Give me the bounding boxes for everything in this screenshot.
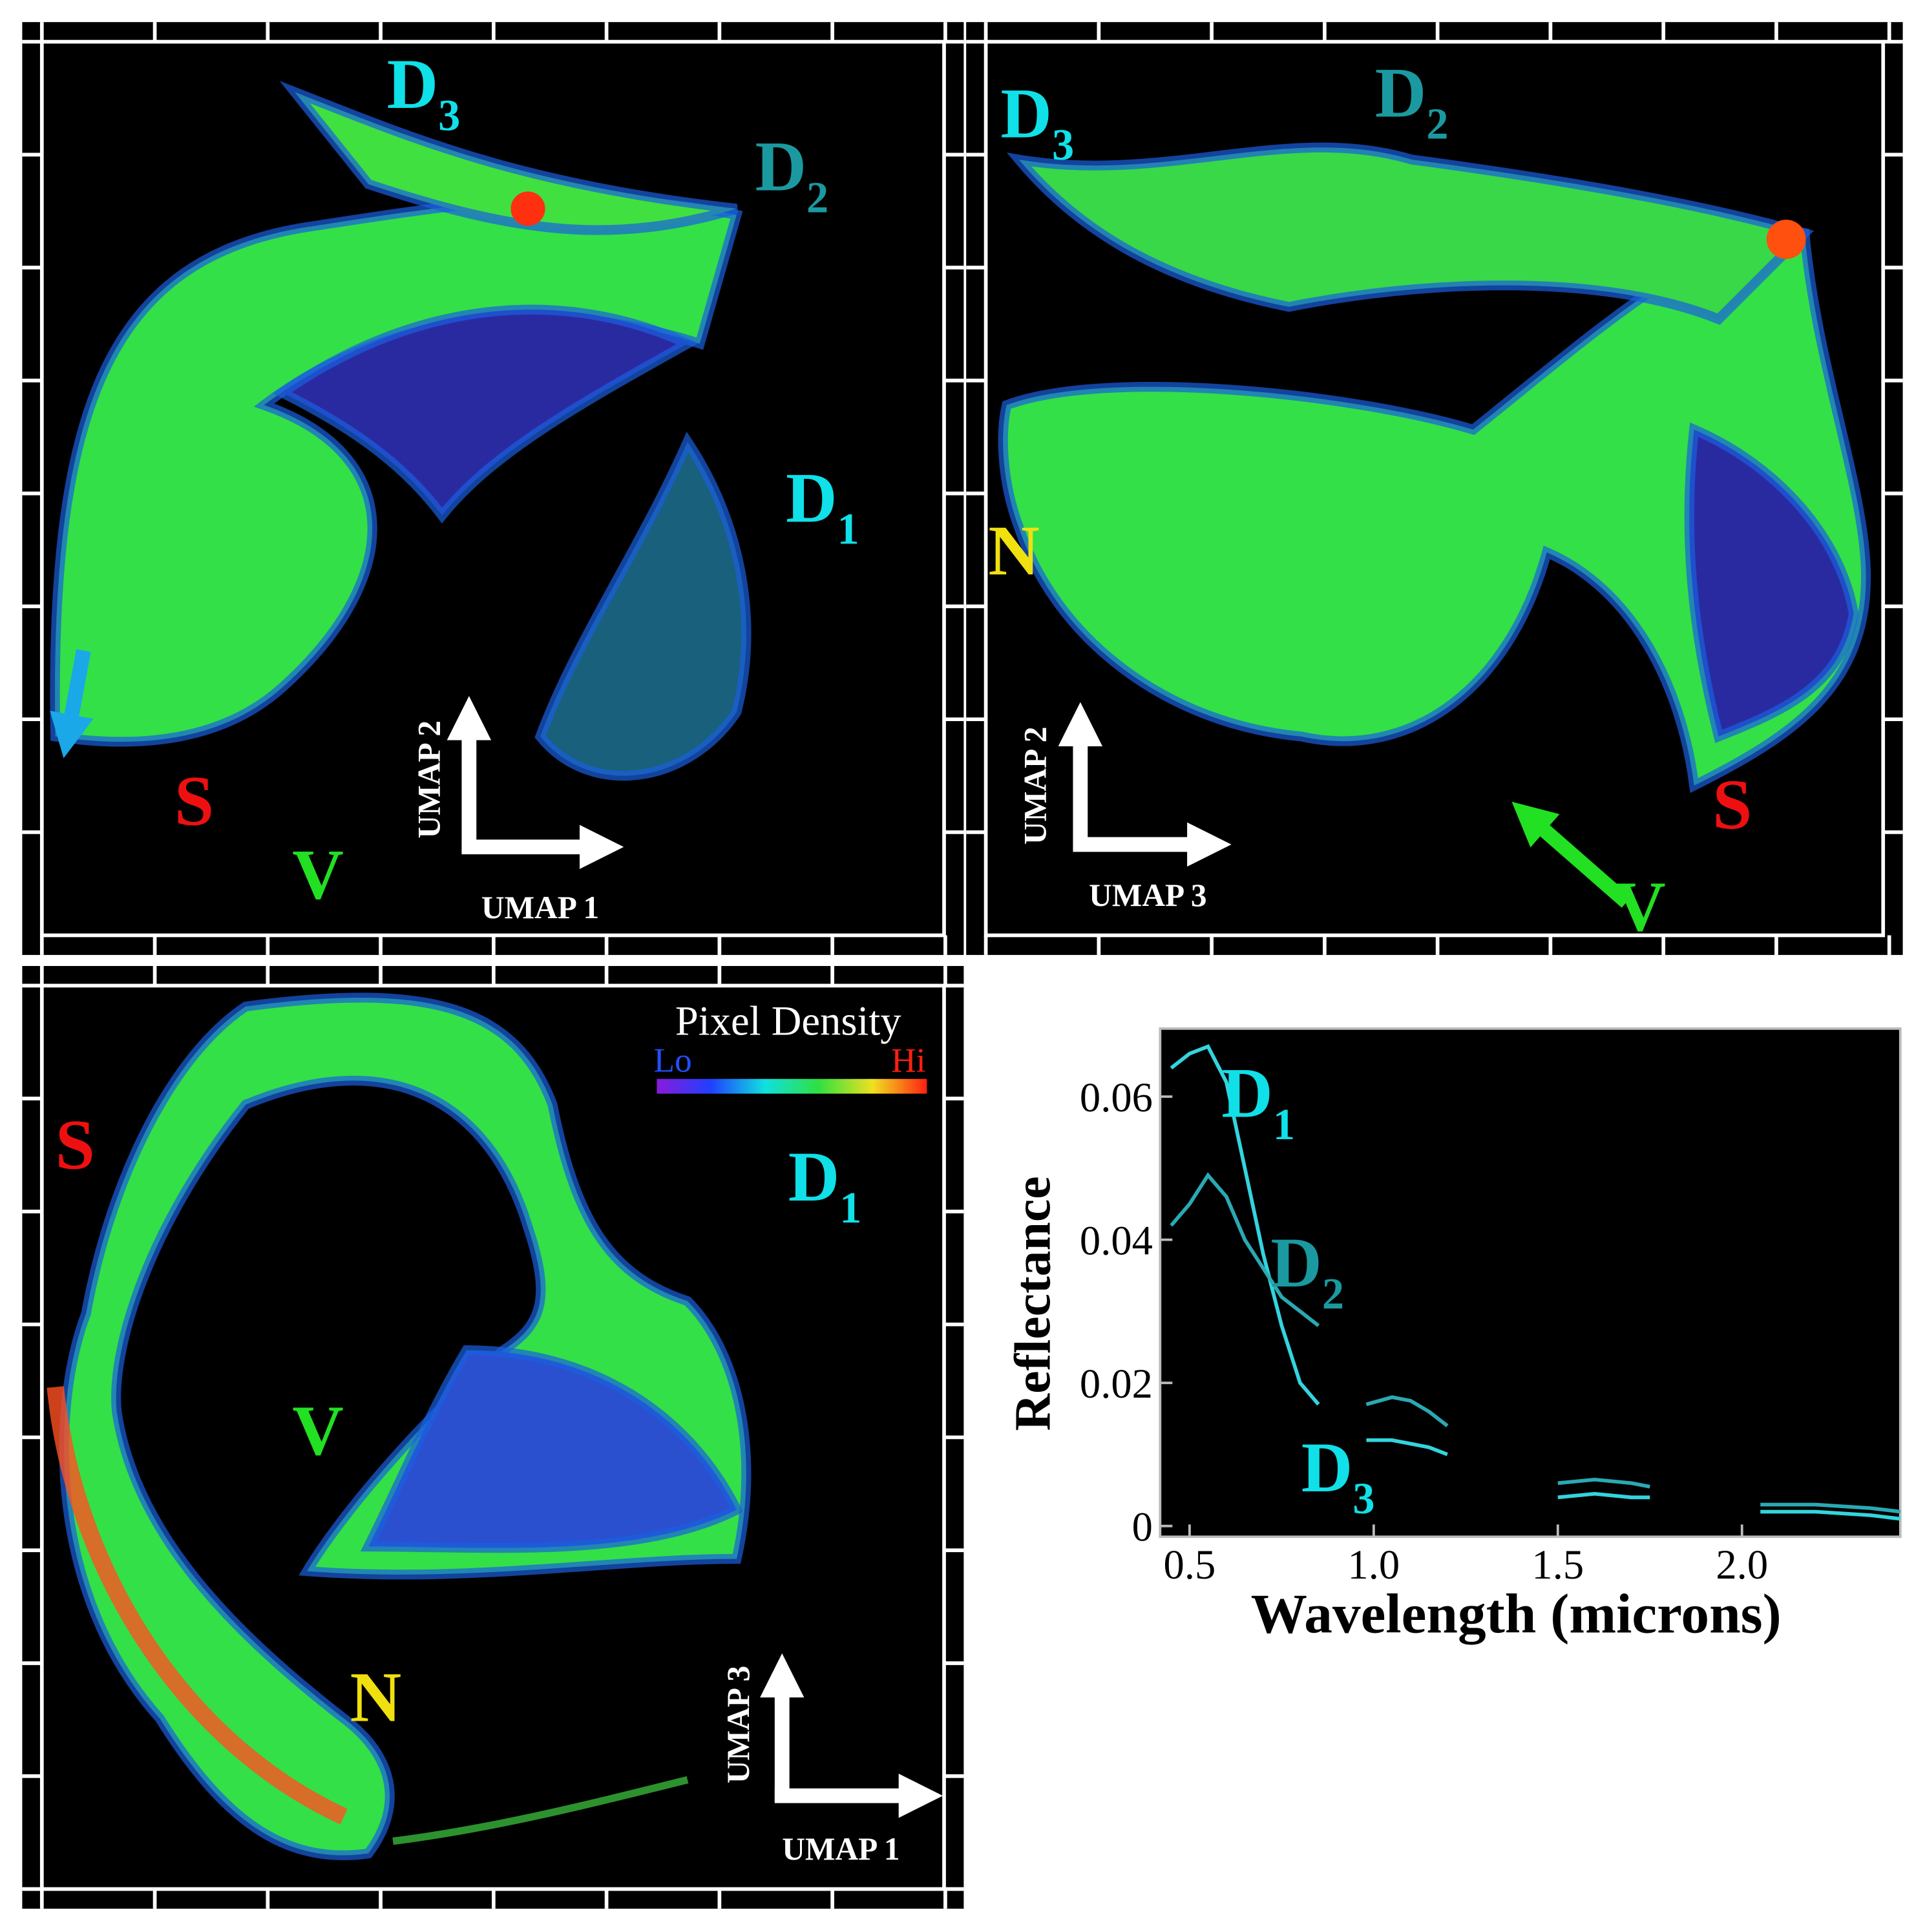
label-subscript: 3: [1052, 120, 1074, 169]
cluster-label: N: [350, 1657, 402, 1736]
colorbar-low: Lo: [654, 1041, 692, 1079]
y-tick-label: 0.06: [1080, 1074, 1153, 1120]
label-subscript: 1: [839, 1183, 861, 1232]
label-text: D: [1301, 1428, 1353, 1507]
cluster-label: D2: [1375, 53, 1449, 148]
spectrum-line: [1170, 1172, 1901, 1514]
pointer-arrow: [1511, 801, 1632, 908]
x-tick-label: 1.0: [1348, 1541, 1400, 1588]
label-subscript: 3: [1352, 1474, 1374, 1523]
cluster-label: D3: [387, 45, 461, 140]
cluster-label: D3: [1000, 74, 1074, 169]
y-axis-title: Reflectance: [1004, 1176, 1061, 1431]
label-text: D: [1375, 53, 1427, 132]
series-annotation: D1: [1221, 1054, 1295, 1149]
colorbar-title: Pixel Density: [675, 997, 901, 1044]
cluster-label: N: [988, 511, 1040, 590]
axis-label: UMAP 2: [411, 720, 447, 838]
label-subscript: 3: [438, 90, 460, 140]
density-map: [998, 142, 1871, 793]
panel-border: [984, 39, 1886, 938]
axis-label: UMAP 2: [1018, 727, 1053, 845]
label-text: D: [387, 45, 439, 123]
cluster-label: S: [1712, 765, 1752, 844]
label-text: D: [786, 458, 837, 537]
label-subscript: 2: [806, 173, 828, 222]
cluster-label: D2: [755, 127, 828, 222]
y-tick-label: 0.02: [1080, 1360, 1153, 1407]
label-text: D: [1221, 1054, 1273, 1133]
y-tick-label: 0.04: [1080, 1217, 1153, 1263]
plot-area: [1159, 1027, 1902, 1538]
label-text: D: [788, 1137, 840, 1216]
x-tick-label: 1.5: [1531, 1541, 1584, 1588]
pointer-arrow: [50, 649, 94, 759]
label-text: D: [755, 127, 806, 205]
axis-label: UMAP 3: [721, 1666, 756, 1783]
y-tick-label: 0: [1132, 1504, 1153, 1550]
axis-label: UMAP 1: [481, 890, 599, 925]
cluster-label: V: [292, 835, 344, 914]
x-tick-label: 2.0: [1716, 1541, 1768, 1588]
x-axis-title: Wavelength (microns): [1251, 1582, 1782, 1644]
label-subscript: 2: [1426, 100, 1448, 149]
colorbar: [657, 1078, 927, 1094]
label-text: D: [1270, 1223, 1322, 1302]
label-subscript: 1: [837, 505, 859, 554]
label-subscript: 1: [1273, 1100, 1295, 1149]
label-subscript: 2: [1322, 1269, 1344, 1318]
cluster-label: D1: [786, 458, 859, 553]
colorbar-high: Hi: [891, 1041, 925, 1079]
axis-label: UMAP 3: [1089, 877, 1206, 913]
series-annotation: D3: [1301, 1428, 1375, 1523]
series-annotation: D2: [1270, 1223, 1344, 1318]
density-map: [50, 81, 752, 781]
cluster-label: S: [174, 762, 214, 841]
cluster-label: S: [56, 1105, 95, 1184]
cluster-label: D1: [788, 1137, 862, 1232]
cluster-label: V: [1614, 867, 1666, 946]
axis-label: UMAP 1: [782, 1831, 899, 1867]
cluster-label: V: [292, 1391, 344, 1470]
spectrum-line: [1170, 1044, 1901, 1521]
x-tick-label: 0.5: [1164, 1541, 1216, 1588]
label-text: D: [1000, 74, 1052, 153]
density-map: [47, 992, 752, 1860]
